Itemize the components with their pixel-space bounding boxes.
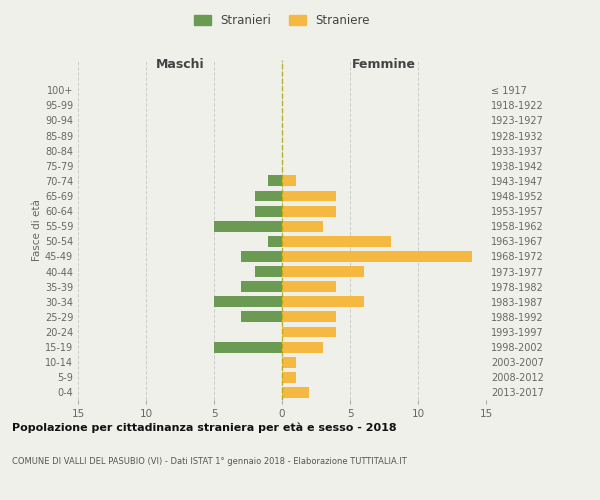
- Bar: [241, 312, 282, 322]
- Bar: [282, 372, 296, 383]
- Bar: [282, 326, 337, 338]
- Text: Femmine: Femmine: [352, 58, 416, 70]
- Bar: [282, 342, 323, 352]
- Bar: [282, 251, 472, 262]
- Bar: [255, 266, 282, 277]
- Bar: [282, 176, 296, 186]
- Bar: [241, 251, 282, 262]
- Bar: [255, 206, 282, 216]
- Bar: [282, 281, 337, 292]
- Bar: [282, 387, 309, 398]
- Bar: [282, 312, 337, 322]
- Bar: [214, 296, 282, 307]
- Bar: [268, 176, 282, 186]
- Y-axis label: Fasce di età: Fasce di età: [32, 199, 42, 261]
- Text: Popolazione per cittadinanza straniera per età e sesso - 2018: Popolazione per cittadinanza straniera p…: [12, 422, 397, 433]
- Bar: [282, 296, 364, 307]
- Bar: [214, 221, 282, 232]
- Bar: [282, 266, 364, 277]
- Text: Maschi: Maschi: [155, 58, 205, 70]
- Bar: [282, 221, 323, 232]
- Text: COMUNE DI VALLI DEL PASUBIO (VI) - Dati ISTAT 1° gennaio 2018 - Elaborazione TUT: COMUNE DI VALLI DEL PASUBIO (VI) - Dati …: [12, 458, 407, 466]
- Bar: [282, 206, 337, 216]
- Bar: [268, 236, 282, 247]
- Bar: [282, 236, 391, 247]
- Bar: [214, 342, 282, 352]
- Bar: [241, 281, 282, 292]
- Bar: [255, 190, 282, 202]
- Bar: [282, 357, 296, 368]
- Legend: Stranieri, Straniere: Stranieri, Straniere: [191, 11, 373, 31]
- Bar: [282, 190, 337, 202]
